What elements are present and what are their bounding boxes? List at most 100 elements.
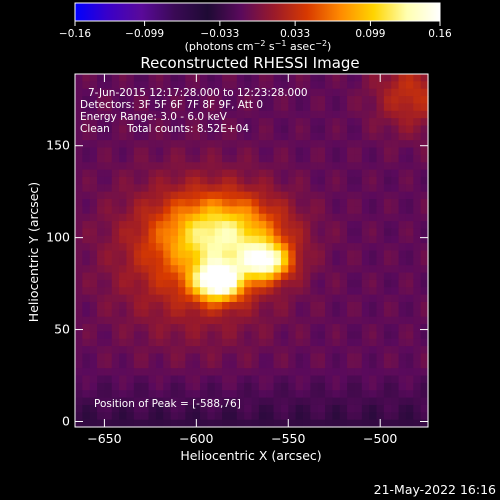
heatmap-cell	[339, 191, 348, 200]
heatmap-cell	[413, 331, 422, 340]
heatmap-cell	[383, 397, 392, 406]
heatmap-cell	[361, 272, 370, 281]
heatmap-cell	[155, 118, 164, 127]
heatmap-cell	[420, 265, 429, 274]
heatmap-cell	[420, 346, 429, 355]
heatmap-cell	[185, 206, 194, 215]
heatmap-cell	[251, 154, 260, 163]
heatmap-cell	[236, 96, 245, 105]
heatmap-cell	[104, 397, 113, 406]
heatmap-cell	[75, 206, 83, 215]
heatmap-cell	[236, 154, 245, 163]
heatmap-cell	[104, 206, 113, 215]
heatmap-cell	[339, 419, 348, 428]
heatmap-cell	[280, 235, 289, 244]
heatmap-cell	[405, 272, 414, 281]
heatmap-cell	[141, 412, 150, 421]
heatmap-cell	[244, 199, 253, 207]
heatmap-cell	[339, 412, 348, 421]
heatmap-cell	[200, 199, 208, 207]
heatmap-cell	[361, 309, 370, 318]
heatmap-cell	[155, 279, 164, 288]
heatmap-cell	[302, 74, 311, 82]
heatmap-cell	[229, 390, 238, 399]
x-tick-label: −600	[179, 431, 213, 446]
heatmap-cell	[280, 228, 289, 237]
heatmap-cell	[420, 221, 429, 230]
heatmap-cell	[347, 176, 356, 185]
heatmap-cell	[170, 419, 179, 428]
heatmap-cell	[288, 125, 297, 134]
heatmap-cell	[413, 206, 422, 215]
heatmap-cell	[207, 265, 216, 274]
heatmap-cell	[192, 213, 201, 222]
heatmap-cell	[376, 368, 385, 377]
heatmap-cell	[288, 96, 297, 105]
heatmap-cell	[391, 103, 400, 112]
heatmap-cell	[236, 81, 245, 90]
heatmap-cell	[295, 294, 304, 303]
heatmap-cell	[214, 103, 223, 112]
heatmap-cell	[317, 324, 326, 332]
heatmap-cell	[75, 346, 83, 355]
heatmap-cell	[89, 243, 98, 252]
heatmap-cell	[170, 169, 179, 178]
heatmap-cell	[97, 382, 106, 391]
heatmap-cell	[354, 169, 363, 178]
heatmap-cell	[413, 118, 422, 127]
heatmap-cell	[170, 162, 179, 171]
heatmap-cell	[302, 397, 311, 406]
heatmap-cell	[111, 103, 120, 112]
heatmap-cell	[148, 110, 157, 119]
heatmap-cell	[214, 360, 223, 369]
heatmap-cell	[177, 250, 186, 259]
heatmap-image	[75, 74, 429, 428]
heatmap-cell	[413, 154, 422, 163]
heatmap-cell	[391, 221, 400, 230]
heatmap-cell	[354, 88, 363, 97]
heatmap-cell	[310, 74, 319, 82]
heatmap-cell	[148, 309, 157, 318]
heatmap-cell	[141, 96, 150, 105]
heatmap-cell	[317, 346, 326, 355]
heatmap-cell	[266, 110, 275, 119]
heatmap-cell	[369, 412, 378, 421]
heatmap-cell	[148, 221, 157, 230]
heatmap-cell	[302, 272, 311, 281]
heatmap-cell	[361, 88, 370, 97]
heatmap-cell	[222, 301, 231, 310]
heatmap-cell	[273, 294, 282, 303]
heatmap-cell	[266, 382, 275, 391]
heatmap-cell	[97, 390, 106, 399]
heatmap-cell	[236, 375, 245, 384]
heatmap-cell	[398, 265, 407, 274]
heatmap-cell	[251, 279, 260, 288]
heatmap-cell	[236, 397, 245, 406]
heatmap-cell	[251, 360, 260, 369]
heatmap-cell	[104, 404, 113, 413]
heatmap-cell	[325, 324, 333, 332]
heatmap-cell	[170, 338, 179, 347]
heatmap-cell	[229, 375, 238, 384]
heatmap-cell	[75, 243, 83, 252]
heatmap-cell	[104, 294, 113, 303]
heatmap-cell	[405, 235, 414, 244]
heatmap-cell	[82, 184, 91, 193]
heatmap-cell	[339, 169, 348, 178]
heatmap-cell	[288, 250, 297, 259]
heatmap-cell	[325, 257, 333, 266]
heatmap-cell	[155, 301, 164, 310]
heatmap-cell	[148, 316, 157, 325]
heatmap-cell	[288, 279, 297, 288]
heatmap-cell	[347, 375, 356, 384]
heatmap-cell	[192, 206, 201, 215]
heatmap-cell	[354, 228, 363, 237]
heatmap-cell	[244, 213, 253, 222]
heatmap-cell	[405, 118, 414, 127]
heatmap-cell	[192, 250, 201, 259]
heatmap-cell	[391, 169, 400, 178]
heatmap-cell	[420, 110, 429, 119]
heatmap-cell	[317, 243, 326, 252]
heatmap-cell	[383, 338, 392, 347]
heatmap-cell	[119, 360, 128, 369]
